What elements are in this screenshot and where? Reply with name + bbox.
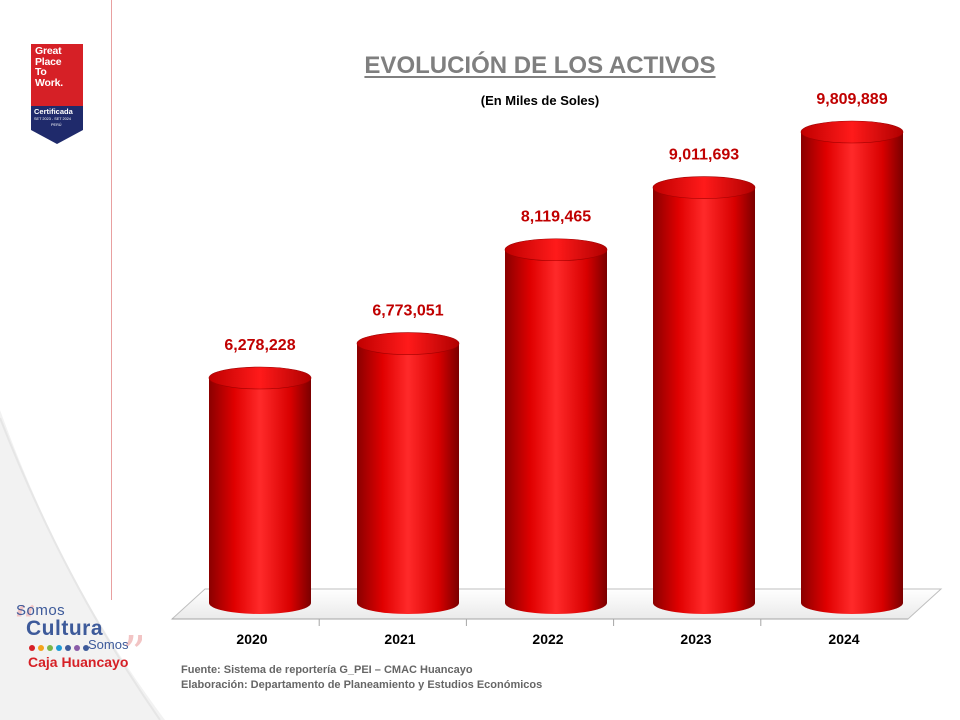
divider-line: [111, 0, 112, 600]
data-label: 6,773,051: [372, 303, 443, 320]
x-tick-label: 2022: [532, 631, 563, 647]
data-label: 8,119,465: [521, 209, 591, 226]
brand-somos-bottom: Somos: [88, 637, 129, 652]
badge-dates: SET 2023 - SET 2024: [34, 117, 72, 121]
bar-2021: [356, 332, 460, 614]
badge-line: Work.: [35, 76, 63, 89]
page-title: EVOLUCIÓN DE LOS ACTIVOS: [364, 52, 716, 79]
bar-body: [209, 378, 311, 614]
badge-title: Great Place To Work.: [35, 46, 63, 88]
data-label: 9,809,889: [816, 91, 887, 108]
bar-body: [357, 343, 459, 614]
brand-quote-icon: “ ”: [12, 600, 142, 680]
svg-text:“: “: [12, 600, 37, 652]
bar-2020: [208, 366, 312, 614]
brand-somos-top: Somos: [16, 602, 66, 619]
page-subtitle: (En Miles de Soles): [480, 93, 600, 108]
great-place-to-work-badge: Great Place To Work. Certificada SET 202…: [31, 44, 83, 144]
bar-cap: [208, 366, 312, 390]
bar-body: [801, 132, 903, 614]
source-line: Fuente: Sistema de reportería G_PEI – CM…: [181, 664, 473, 676]
bar-2024: [800, 120, 904, 614]
badge-shape-icon: [31, 44, 83, 144]
bar-cap: [800, 120, 904, 144]
badge-line: Great: [35, 45, 62, 57]
bar-2023: [652, 176, 756, 615]
badge-line: To: [35, 66, 47, 78]
x-tick-label: 2020: [236, 631, 267, 647]
bar-cap: [504, 238, 608, 262]
data-label: 9,011,693: [669, 147, 739, 164]
x-tick-label: 2024: [828, 631, 859, 647]
svg-text:”: ”: [122, 626, 142, 680]
brand-cultura: Cultura: [26, 617, 103, 640]
badge-country: PERÚ: [51, 123, 62, 127]
badge-certified: Certificada: [34, 107, 73, 116]
x-tick-label: 2023: [680, 631, 711, 647]
data-label: 6,278,228: [224, 337, 295, 354]
badge-line: Place: [35, 55, 62, 68]
chart-source-note: Fuente: Sistema de reportería G_PEI – CM…: [181, 663, 542, 693]
brand-name: Caja Huancayo: [28, 654, 129, 670]
bar-body: [505, 249, 607, 615]
bar-cap: [652, 176, 756, 199]
bar-cap: [356, 332, 460, 355]
bar-body: [653, 187, 755, 615]
bar-2022: [504, 238, 608, 615]
x-tick-label: 2021: [384, 631, 415, 647]
prepared-by-line: Elaboración: Departamento de Planeamient…: [181, 679, 543, 691]
